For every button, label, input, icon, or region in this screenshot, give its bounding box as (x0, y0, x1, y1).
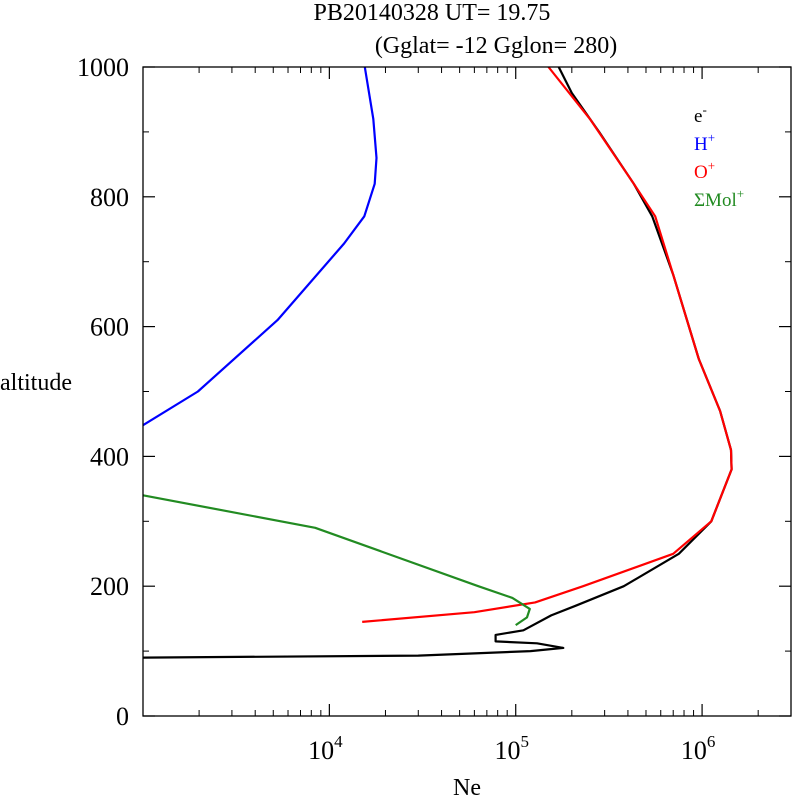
series-line (142, 66, 378, 427)
legend-entry: H+ (694, 130, 715, 155)
legend-entry: ΣMol+ (694, 186, 744, 211)
x-tick-label: 104 (308, 732, 343, 765)
plot-frame (142, 66, 792, 717)
y-tick-label: 600 (90, 313, 129, 342)
x-axis-label: Ne (453, 775, 481, 796)
legend-entry: O+ (694, 158, 715, 183)
series-line (362, 66, 733, 623)
legend: e- H+ O+ ΣMol+ (694, 102, 744, 211)
y-tick-label: 800 (90, 183, 129, 212)
y-tick-label: 200 (90, 572, 129, 601)
series-line (142, 494, 531, 627)
x-tick-label: 105 (494, 732, 529, 765)
plot-lines (142, 66, 733, 659)
y-tick-label: 1000 (77, 53, 129, 82)
series-line (142, 66, 733, 659)
y-axis-label: altitude (0, 370, 72, 396)
chart-title: PB20140328 UT= 19.75 (314, 0, 551, 26)
legend-entry: e- (694, 102, 707, 127)
axis-tick-labels: 0 200 400 600 800 1000 104 105 106 (77, 53, 715, 765)
chart-subtitle: (Gglat= -12 Gglon= 280) (375, 33, 617, 59)
y-tick-label: 0 (116, 702, 129, 731)
x-tick-label: 106 (681, 732, 716, 765)
y-tick-label: 400 (90, 442, 129, 471)
